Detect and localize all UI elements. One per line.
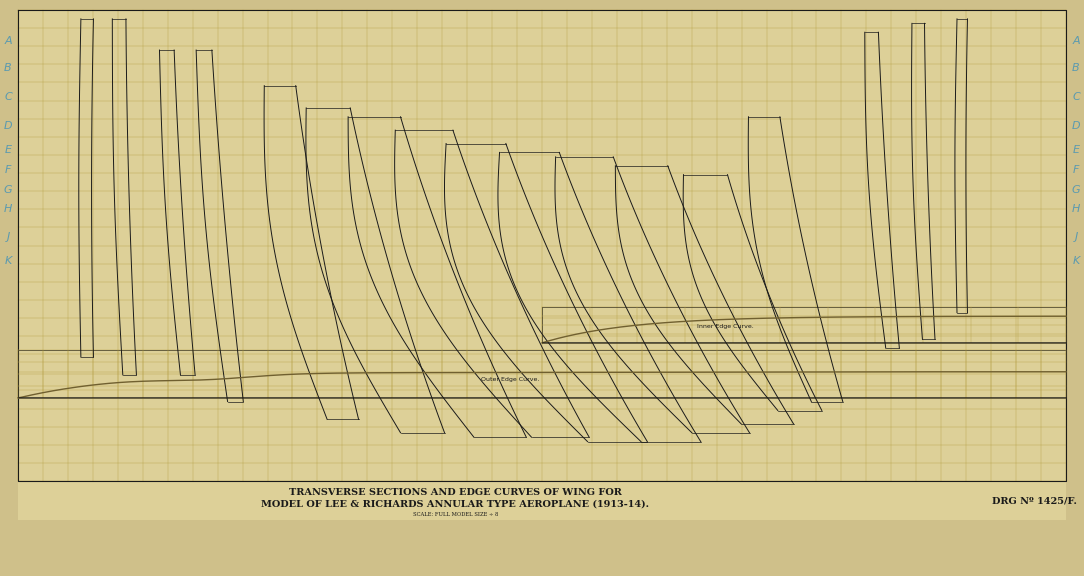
Text: F: F: [4, 165, 11, 175]
Text: H: H: [4, 204, 12, 214]
Text: J: J: [7, 232, 10, 242]
Text: C: C: [1072, 92, 1080, 102]
Text: D: D: [1072, 121, 1081, 131]
Text: E: E: [4, 145, 12, 155]
Text: Outer Edge Curve.: Outer Edge Curve.: [481, 377, 540, 382]
Text: G: G: [1072, 185, 1081, 195]
Bar: [18, 10, 1066, 520]
Text: B: B: [1072, 63, 1080, 73]
Text: K: K: [4, 256, 12, 267]
Text: B: B: [4, 63, 12, 73]
Text: J: J: [1074, 232, 1077, 242]
Text: DRG Nº 1425/F.: DRG Nº 1425/F.: [992, 496, 1076, 505]
Text: F: F: [1073, 165, 1080, 175]
Text: C: C: [4, 92, 12, 102]
Text: K: K: [1072, 256, 1080, 267]
Text: SCALE: FULL MODEL SIZE ÷ 8: SCALE: FULL MODEL SIZE ÷ 8: [413, 511, 498, 517]
Text: G: G: [3, 185, 12, 195]
Text: TRANSVERSE SECTIONS AND EDGE CURVES OF WING FOR: TRANSVERSE SECTIONS AND EDGE CURVES OF W…: [288, 488, 622, 497]
Text: A: A: [4, 36, 12, 46]
Text: Inner Edge Curve.: Inner Edge Curve.: [697, 324, 753, 329]
Text: A: A: [1072, 36, 1080, 46]
Text: MODEL OF LEE & RICHARDS ANNULAR TYPE AEROPLANE (1913-14).: MODEL OF LEE & RICHARDS ANNULAR TYPE AER…: [261, 499, 649, 509]
Text: H: H: [1072, 204, 1080, 214]
Text: D: D: [3, 121, 12, 131]
Text: E: E: [1072, 145, 1080, 155]
